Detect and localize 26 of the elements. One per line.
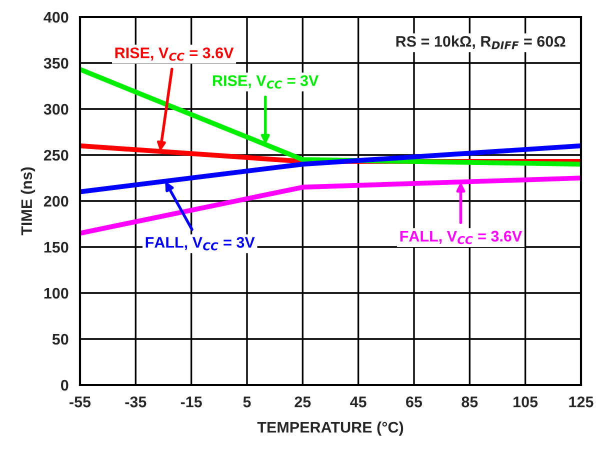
y-tick-label: 0 [60,380,68,391]
annotation: RS = 10kΩ, R$_{DIFF}$ = 60Ω [396,36,566,50]
x-axis-title: TEMPERATURE (°C) [257,421,404,436]
y-tick-label: 400 [44,12,68,23]
x-tick-label: 5 [243,396,251,408]
text: FALL, V$_{CC}$ = 3V [146,237,255,250]
x-tick-label: -35 [125,396,146,408]
y-tick-label: 350 [44,58,68,69]
x-tick-label: 45 [350,396,366,408]
x-tick-label: 65 [406,396,422,408]
y-tick-label: 300 [44,104,68,115]
text: RISE, V$_{CC}$ = 3V [212,75,319,89]
y-tick-label: 50 [52,334,68,345]
text: RISE, V$_{CC}$ = 3.6V [115,47,234,61]
y-tick-label: 200 [44,196,68,207]
x-tick-label: -55 [70,396,91,408]
y-axis-title: TIME (ns) [20,167,36,236]
y-tick-label: 150 [44,242,68,253]
x-tick-label: 85 [462,396,478,408]
x-tick-label: 125 [569,396,594,408]
x-tick-label: 25 [294,396,311,408]
y-tick-label: 250 [44,150,68,161]
y-tick-label: 100 [44,288,68,299]
text: FALL, V$_{CC}$ = 3.6V [400,230,522,244]
x-tick-label: 105 [514,396,538,408]
x-tick-label: -15 [180,396,202,408]
